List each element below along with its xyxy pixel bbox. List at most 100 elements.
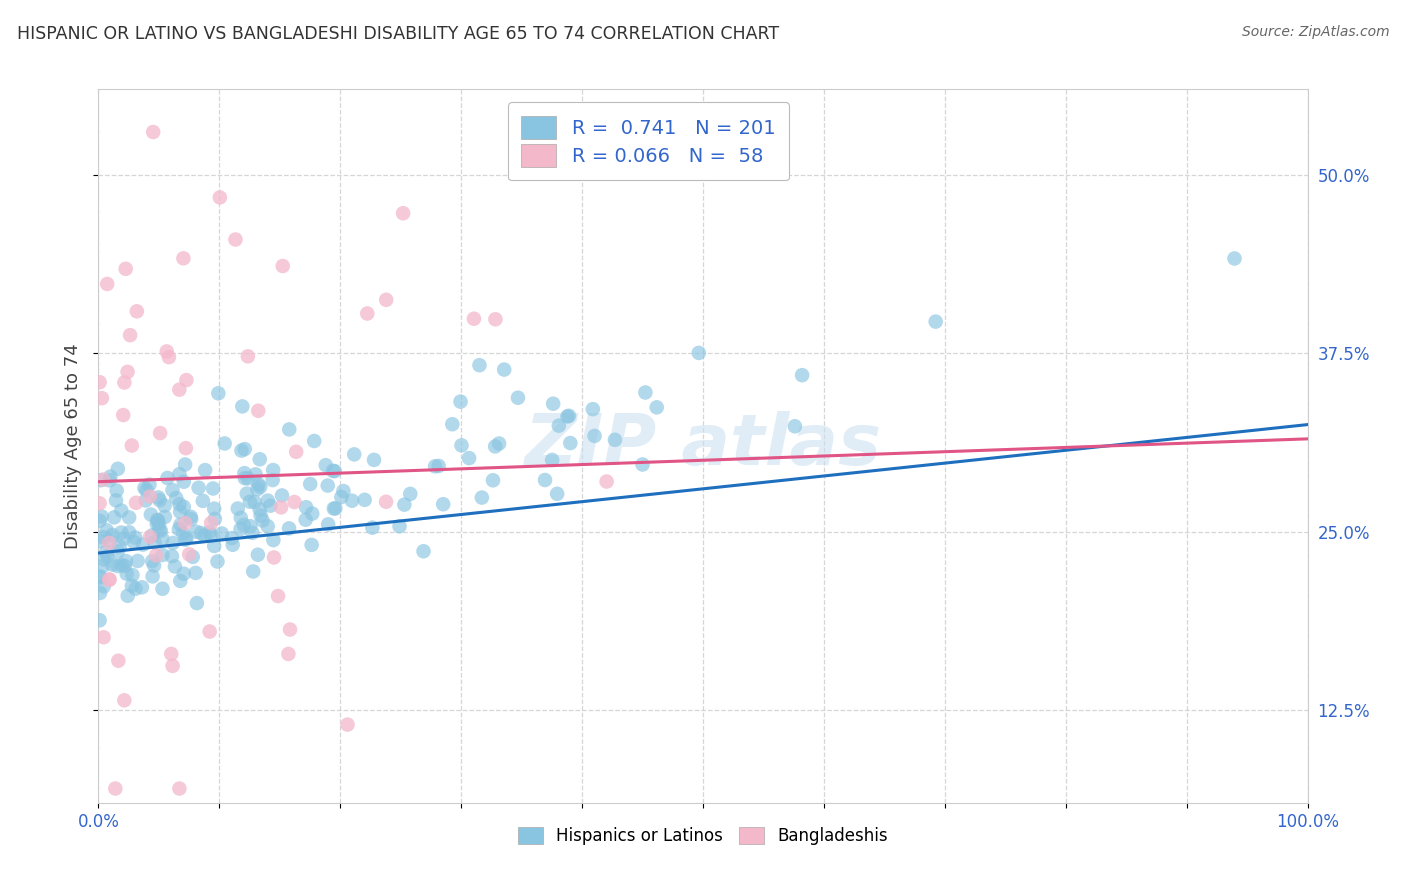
Point [388, 519, 411, 533]
Point [262, 463, 284, 477]
Point [176, 532, 198, 546]
Point [214, 436, 236, 450]
Point [162, 659, 184, 673]
Point [224, 233, 246, 247]
Point [174, 458, 197, 472]
Point [790, 368, 813, 383]
Point [165, 491, 187, 505]
Point [412, 544, 434, 558]
Point [173, 500, 195, 514]
Point [221, 531, 243, 545]
Point [322, 464, 344, 478]
Point [207, 555, 229, 569]
Point [231, 400, 253, 414]
Point [93, 579, 115, 593]
Point [115, 566, 138, 581]
Point [184, 566, 207, 580]
Point [148, 523, 170, 537]
Point [271, 259, 294, 273]
Point [180, 509, 202, 524]
Point [236, 486, 259, 500]
Point [120, 328, 142, 343]
Point [143, 535, 166, 549]
Point [118, 525, 141, 540]
Point [191, 494, 214, 508]
Point [172, 252, 194, 266]
Point [294, 513, 316, 527]
Point [353, 492, 375, 507]
Point [468, 358, 491, 372]
Point [316, 517, 339, 532]
Point [169, 497, 191, 511]
Point [146, 513, 169, 527]
Point [174, 533, 197, 547]
Point [107, 654, 129, 668]
Point [1223, 252, 1246, 266]
Point [634, 385, 657, 400]
Point [204, 512, 226, 526]
Legend: Hispanics or Latinos, Bangladeshis: Hispanics or Latinos, Bangladeshis [510, 820, 896, 852]
Point [162, 536, 184, 550]
Point [174, 441, 197, 455]
Text: ZIP atlas: ZIP atlas [524, 411, 882, 481]
Point [89, 496, 111, 510]
Point [595, 475, 617, 489]
Point [603, 433, 626, 447]
Point [541, 397, 564, 411]
Point [90, 391, 112, 405]
Point [232, 517, 254, 532]
Point [148, 517, 170, 532]
Point [262, 473, 284, 487]
Point [688, 346, 710, 360]
Point [89, 375, 111, 389]
Point [169, 505, 191, 519]
Point [263, 550, 285, 565]
Point [90, 570, 112, 584]
Point [363, 453, 385, 467]
Point [172, 526, 194, 541]
Point [169, 467, 191, 482]
Point [105, 483, 128, 498]
Point [488, 436, 510, 450]
Point [107, 462, 129, 476]
Point [160, 549, 183, 564]
Point [121, 438, 143, 452]
Point [278, 623, 301, 637]
Point [202, 539, 225, 553]
Point [343, 447, 366, 461]
Point [301, 538, 323, 552]
Point [302, 434, 325, 448]
Point [149, 524, 172, 538]
Point [141, 528, 163, 542]
Point [233, 471, 256, 485]
Point [316, 478, 339, 492]
Point [450, 394, 472, 409]
Point [330, 490, 353, 504]
Point [142, 569, 165, 583]
Point [157, 350, 180, 364]
Point [325, 501, 347, 516]
Point [89, 534, 111, 549]
Point [146, 514, 169, 528]
Point [249, 508, 271, 523]
Point [169, 517, 191, 532]
Point [124, 582, 146, 596]
Point [117, 365, 139, 379]
Point [494, 362, 516, 376]
Point [179, 547, 201, 561]
Point [96, 523, 118, 537]
Point [180, 512, 202, 526]
Point [142, 125, 165, 139]
Point [582, 402, 605, 417]
Point [98, 533, 121, 548]
Point [176, 373, 198, 387]
Point [246, 482, 269, 496]
Point [114, 261, 136, 276]
Point [118, 510, 141, 524]
Point [239, 519, 262, 533]
Point [93, 530, 115, 544]
Y-axis label: Disability Age 65 to 74: Disability Age 65 to 74 [65, 343, 83, 549]
Point [173, 475, 195, 489]
Point [471, 491, 494, 505]
Point [134, 481, 156, 495]
